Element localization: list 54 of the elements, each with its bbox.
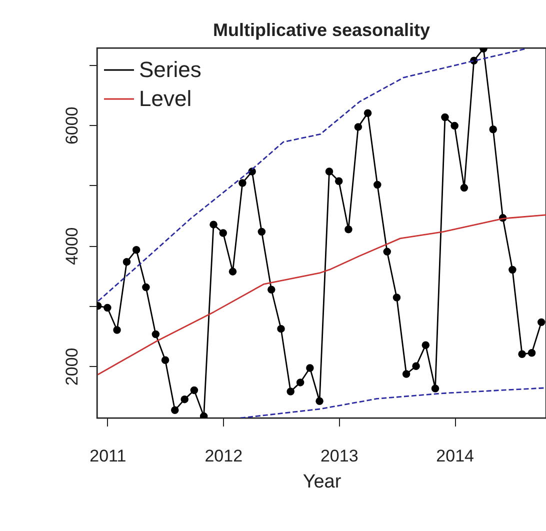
point <box>383 248 391 256</box>
point <box>104 304 112 312</box>
point <box>122 258 131 266</box>
x-tick-label: 2012 <box>204 446 243 466</box>
point <box>306 364 314 372</box>
legend-label: Level <box>139 86 192 111</box>
point <box>238 179 246 187</box>
y-tick-label: 2000 <box>62 348 82 386</box>
point <box>277 324 285 333</box>
x-axis-title: Year <box>302 472 342 492</box>
x-tick-label: 2011 <box>90 446 126 466</box>
point <box>228 268 237 276</box>
point <box>422 341 430 349</box>
point <box>460 184 468 192</box>
point <box>296 378 304 386</box>
point <box>374 180 382 189</box>
point <box>489 125 497 134</box>
y-tick-label: 6000 <box>62 106 82 145</box>
point <box>528 349 536 357</box>
point <box>268 286 276 294</box>
point <box>316 397 324 405</box>
x-tick-label: 2013 <box>320 446 358 466</box>
point <box>258 228 266 236</box>
point <box>171 406 179 414</box>
point <box>508 266 516 274</box>
x-tick-label: 2014 <box>436 446 474 466</box>
point <box>431 384 440 392</box>
point <box>180 395 188 404</box>
point <box>132 246 140 254</box>
legend-label: Series <box>139 57 202 82</box>
chart-title: Multiplicative seasonality <box>212 20 430 40</box>
point <box>113 326 121 334</box>
point <box>219 229 228 237</box>
point <box>152 330 160 338</box>
point <box>412 362 420 370</box>
point <box>450 122 458 130</box>
point <box>518 350 526 358</box>
point <box>392 294 401 302</box>
point <box>334 177 343 186</box>
y-tick-label: 4000 <box>62 227 82 266</box>
line-series <box>240 387 546 418</box>
point <box>354 123 362 131</box>
point <box>161 356 170 364</box>
point <box>344 226 352 234</box>
point <box>325 168 334 176</box>
point <box>538 318 546 326</box>
point <box>286 388 294 396</box>
point <box>402 370 410 378</box>
point <box>142 283 150 292</box>
line-series <box>97 214 546 376</box>
point <box>441 113 449 122</box>
point <box>364 109 372 117</box>
point <box>210 220 218 228</box>
point <box>190 386 198 394</box>
